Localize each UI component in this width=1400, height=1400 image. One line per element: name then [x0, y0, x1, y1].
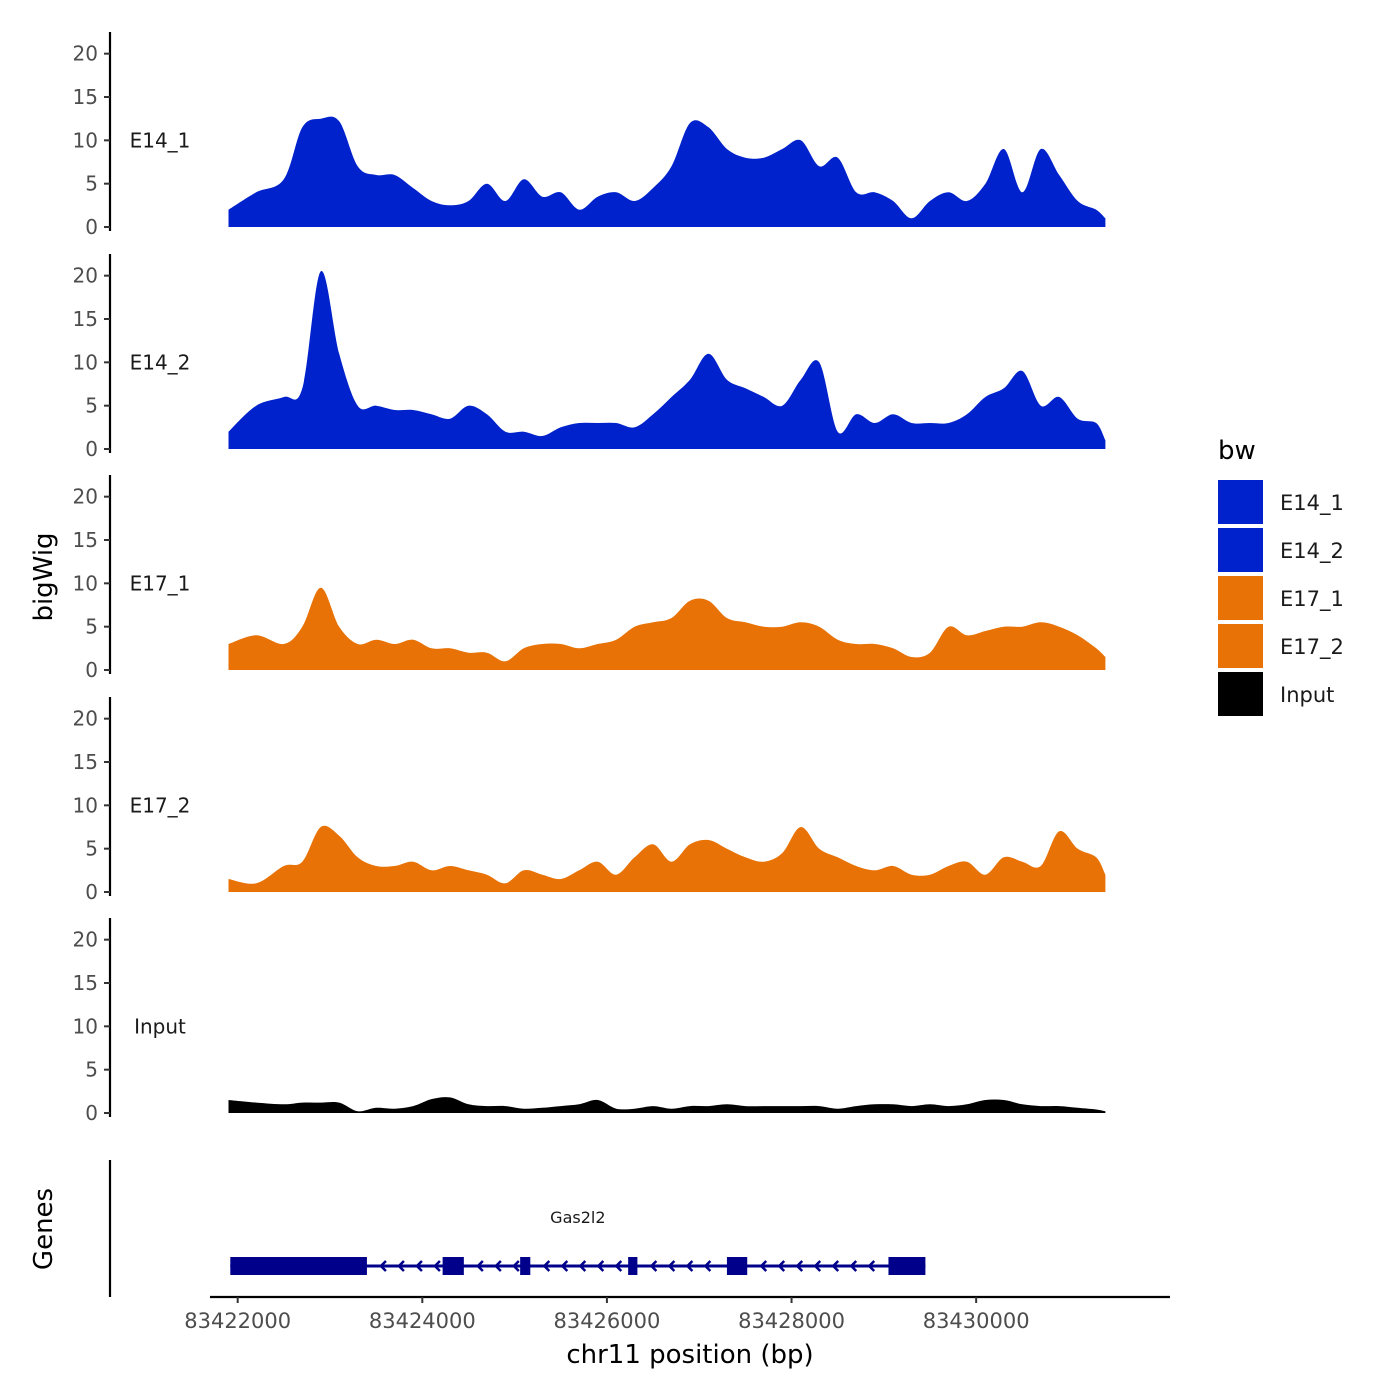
gene-exon: [726, 1257, 748, 1275]
strand-arrow: [685, 1260, 694, 1272]
y-tick-label: 15: [73, 85, 98, 109]
genes-axis-title: Genes: [29, 1188, 59, 1270]
y-tick-label: 0: [85, 215, 98, 239]
y-tick-label: 10: [73, 350, 98, 374]
track-Input: 0 5 10 15 20 Input: [73, 918, 1106, 1125]
track-E17_1: 0 5 10 15 20 E17_1: [73, 475, 1106, 682]
strand-arrow: [795, 1260, 804, 1272]
area-Input: [228, 1097, 1106, 1113]
y-tick-label: 0: [85, 880, 98, 904]
y-tick-label: 5: [85, 615, 98, 639]
y-tick-label: 5: [85, 172, 98, 196]
strand-arrow: [831, 1260, 840, 1272]
x-tick-label: 83430000: [923, 1309, 1030, 1333]
y-tick-label: 20: [73, 485, 98, 509]
area-E17_1: [228, 587, 1106, 670]
x-axis-title: chr11 position (bp): [566, 1340, 813, 1370]
strand-arrow: [415, 1260, 423, 1272]
gene-exon: [230, 1257, 367, 1275]
legend-title: bw: [1218, 436, 1256, 466]
y-tick-label: 15: [73, 971, 98, 995]
gene-label: Gas2l2: [550, 1208, 605, 1227]
gene-exon: [442, 1257, 464, 1275]
legend: bw E14_1 E14_2 E17_1 E17_2 Input: [1218, 436, 1344, 716]
y-tick-label: 20: [73, 707, 98, 731]
x-tick-label: 83428000: [738, 1309, 845, 1333]
legend-swatch: [1218, 672, 1263, 716]
strand-arrow: [596, 1260, 605, 1272]
strand-arrow: [578, 1260, 587, 1272]
legend-label: E17_2: [1280, 635, 1344, 660]
legend-label: E14_2: [1280, 539, 1344, 564]
x-tick-label: 83422000: [184, 1309, 291, 1333]
y-tick-label: 10: [73, 571, 98, 595]
legend-label: E14_1: [1280, 491, 1344, 516]
y-tick-label: 5: [85, 1058, 98, 1082]
y-axis-title: bigWig: [29, 532, 59, 621]
y-tick-label: 15: [73, 307, 98, 331]
area-E14_2: [228, 270, 1106, 449]
track-label: E17_2: [130, 793, 191, 817]
strand-arrow: [867, 1260, 876, 1272]
strand-arrow: [397, 1260, 405, 1272]
strand-arrow: [512, 1260, 520, 1272]
y-tick-label: 10: [73, 1014, 98, 1038]
y-tick-label: 20: [73, 42, 98, 66]
strand-arrow: [542, 1260, 551, 1272]
area-E14_1: [228, 116, 1106, 227]
strand-arrow: [614, 1260, 623, 1272]
gene-exon: [520, 1257, 531, 1275]
y-tick-label: 15: [73, 528, 98, 552]
y-tick-label: 5: [85, 837, 98, 861]
strand-arrow: [703, 1260, 712, 1272]
y-tick-label: 5: [85, 394, 98, 418]
strand-arrow: [777, 1260, 786, 1272]
track-label: E14_2: [130, 350, 191, 374]
strand-arrow: [813, 1260, 822, 1272]
strand-arrow: [849, 1260, 858, 1272]
legend-label: Input: [1280, 683, 1334, 707]
track-E14_2: 0 5 10 15 20 E14_2: [73, 254, 1106, 461]
strand-arrow: [667, 1260, 676, 1272]
strand-arrow: [476, 1260, 484, 1272]
x-axis: 83422000 83424000 83426000 83428000 83430000: [184, 1295, 1170, 1333]
x-tick-label: 83426000: [553, 1309, 660, 1333]
gene-track: Gas2l2: [108, 1160, 926, 1297]
track-E17_2: 0 5 10 15 20 E17_2: [73, 697, 1106, 904]
strand-arrow: [433, 1260, 441, 1272]
strand-arrow: [649, 1260, 658, 1272]
track-label: Input: [134, 1014, 186, 1038]
y-tick-label: 0: [85, 1101, 98, 1125]
track-E14_1: 0 5 10 15 20 E14_1: [73, 32, 1106, 239]
strand-arrow: [494, 1260, 502, 1272]
y-tick-label: 0: [85, 437, 98, 461]
strand-arrow: [759, 1260, 768, 1272]
y-tick-label: 20: [73, 264, 98, 288]
gene-exon: [628, 1257, 638, 1275]
y-tick-label: 0: [85, 658, 98, 682]
legend-swatch: [1218, 480, 1263, 524]
legend-swatch: [1218, 624, 1263, 668]
legend-swatch: [1218, 576, 1263, 620]
legend-swatch: [1218, 528, 1263, 572]
y-tick-label: 15: [73, 750, 98, 774]
legend-label: E17_1: [1280, 587, 1344, 612]
gene-exon: [888, 1257, 926, 1275]
area-E17_2: [228, 825, 1106, 892]
track-label: E17_1: [130, 571, 191, 595]
strand-arrow: [560, 1260, 569, 1272]
track-panels: 05101520E14_105101520E14_205101520E17_10…: [73, 32, 1106, 1125]
y-tick-label: 10: [73, 793, 98, 817]
y-tick-label: 10: [73, 128, 98, 152]
strand-arrow: [379, 1260, 387, 1272]
x-tick-label: 83424000: [369, 1309, 476, 1333]
track-label: E14_1: [130, 128, 191, 152]
y-tick-label: 20: [73, 928, 98, 952]
